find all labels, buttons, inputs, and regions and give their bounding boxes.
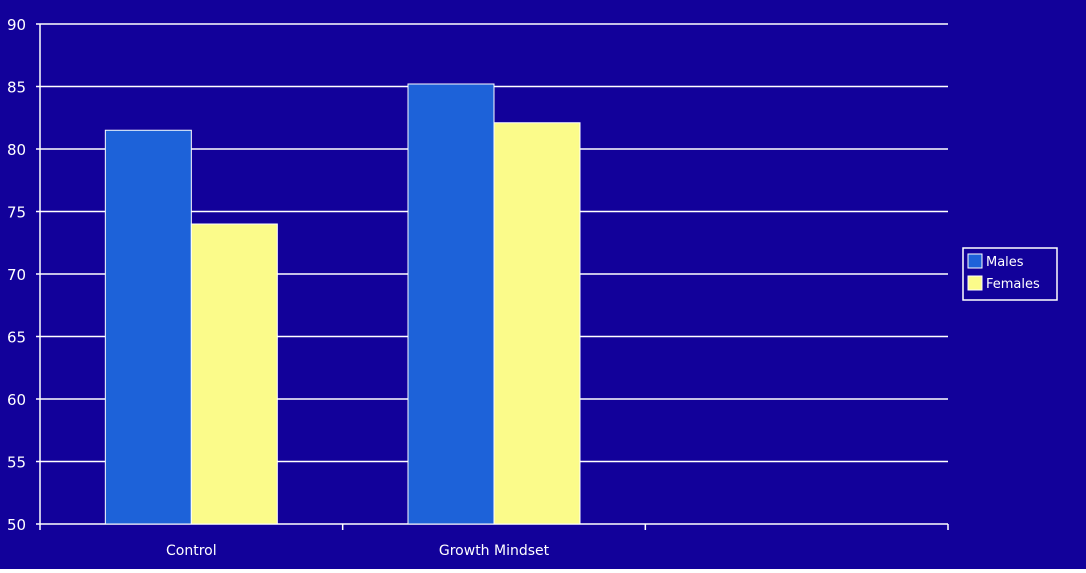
bar-females-control	[190, 223, 278, 525]
bars	[104, 83, 581, 525]
bar-males-control	[104, 129, 192, 525]
legend-swatch-females	[967, 275, 983, 291]
x-tick-label: Control	[166, 543, 217, 559]
x-tick-label: Growth Mindset	[439, 543, 550, 559]
bar-males-growth-mindset	[407, 83, 495, 525]
y-tick-label: 50	[7, 516, 26, 534]
bar-females-growth-mindset	[493, 122, 581, 525]
x-axis	[39, 24, 949, 530]
y-tick-label: 65	[7, 329, 26, 347]
legend-label-females: Females	[986, 277, 1040, 292]
y-tick-label: 75	[7, 204, 26, 222]
y-tick-label: 60	[7, 391, 26, 409]
y-tick-label: 70	[7, 266, 26, 284]
legend-swatch-males	[967, 253, 983, 269]
legend: Males Females	[962, 247, 1058, 301]
y-tick-label: 80	[7, 141, 26, 159]
y-tick-label: 55	[7, 454, 26, 472]
legend-box	[962, 247, 1058, 301]
y-tick-label: 85	[7, 79, 26, 97]
x-axis-labels: Control Growth Mindset	[166, 543, 550, 559]
y-axis-ticks: 50 55 60 65 70 75 80 85 90	[7, 16, 26, 534]
legend-label-males: Males	[986, 255, 1024, 270]
y-tick-label: 90	[7, 16, 26, 34]
